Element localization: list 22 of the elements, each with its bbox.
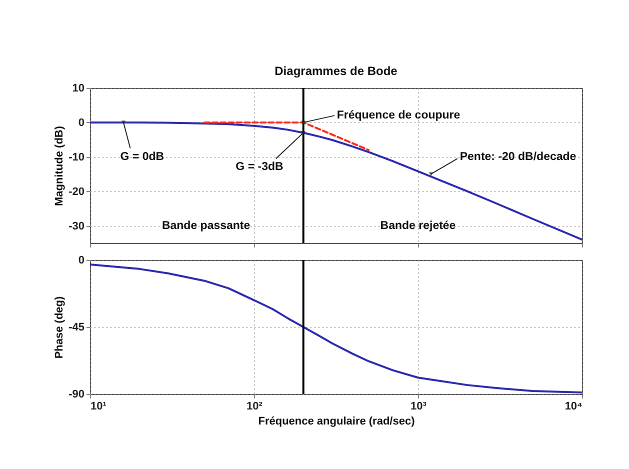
y-tick-label: -30 [68, 220, 84, 232]
annotation: Pente: -20 dB/decade [460, 150, 576, 163]
y-axis-title: Magnitude (dB) [54, 126, 66, 206]
annotation: G = 0dB [120, 150, 164, 163]
x-tick-label: 10¹ [90, 400, 107, 412]
x-tick-label: 10² [246, 400, 263, 412]
y-tick-label: 0 [78, 116, 84, 129]
annotation: Bande rejetée [380, 220, 456, 232]
x-tick-label: 10⁴ [564, 400, 582, 412]
y-tick-label: -45 [68, 322, 84, 334]
annotation: G = -3dB [236, 161, 284, 174]
y-tick-label: 0 [78, 254, 84, 266]
annotation: Bande passante [162, 220, 250, 232]
y-tick-label: -20 [68, 186, 84, 198]
y-tick-label: 10 [72, 82, 84, 94]
x-tick-label: 10³ [410, 400, 427, 412]
y-axis-title: Phase (deg) [54, 296, 66, 359]
x-axis-title: Fréquence angulaire (rad/sec) [258, 416, 416, 428]
y-tick-label: -90 [68, 388, 84, 400]
y-tick-label: -10 [68, 151, 84, 164]
chart-title: Diagrammes de Bode [274, 64, 398, 78]
annotation: Fréquence de coupure [336, 110, 460, 122]
